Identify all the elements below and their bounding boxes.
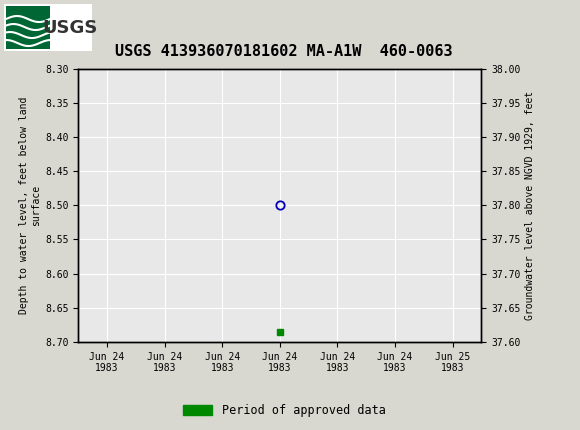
Y-axis label: Depth to water level, feet below land
surface: Depth to water level, feet below land su… [19, 97, 41, 314]
Text: USGS: USGS [42, 19, 97, 37]
Y-axis label: Groundwater level above NGVD 1929, feet: Groundwater level above NGVD 1929, feet [525, 91, 535, 320]
Legend: Period of approved data: Period of approved data [178, 399, 390, 422]
Bar [6, 6, 50, 49]
Bar [4, 4, 92, 51]
Text: USGS 413936070181602 MA-A1W  460-0063: USGS 413936070181602 MA-A1W 460-0063 [115, 44, 453, 59]
